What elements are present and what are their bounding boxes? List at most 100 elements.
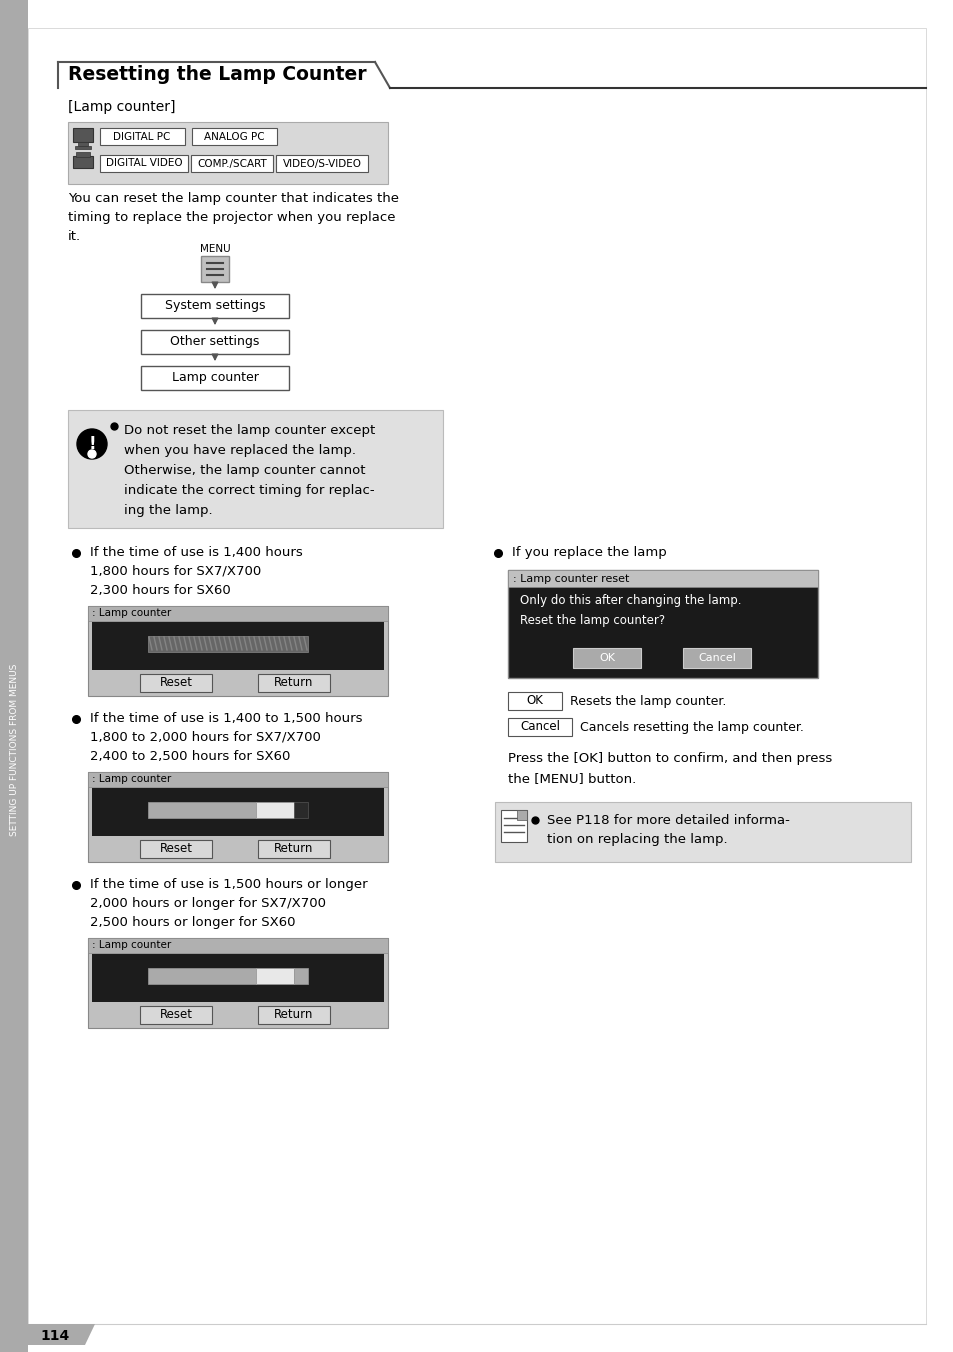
Text: If the time of use is 1,500 hours or longer: If the time of use is 1,500 hours or lon… bbox=[90, 877, 367, 891]
Bar bbox=[91, 622, 384, 671]
Text: Other settings: Other settings bbox=[171, 335, 259, 349]
Text: OK: OK bbox=[598, 653, 615, 662]
Text: OK: OK bbox=[526, 695, 543, 707]
Text: System settings: System settings bbox=[165, 300, 265, 312]
Text: If the time of use is 1,400 to 1,500 hours: If the time of use is 1,400 to 1,500 hou… bbox=[90, 713, 362, 725]
Text: MENU: MENU bbox=[199, 243, 230, 254]
Bar bbox=[255, 802, 294, 818]
Text: Press the [OK] button to confirm, and then press: Press the [OK] button to confirm, and th… bbox=[507, 752, 831, 765]
Text: Return: Return bbox=[274, 1009, 314, 1022]
Bar bbox=[507, 571, 817, 677]
Text: the [MENU] button.: the [MENU] button. bbox=[507, 772, 636, 786]
Text: !: ! bbox=[88, 435, 95, 453]
Text: Return: Return bbox=[274, 676, 314, 690]
Text: : Lamp counter: : Lamp counter bbox=[91, 941, 172, 950]
Bar bbox=[141, 293, 289, 318]
Text: indicate the correct timing for replac-: indicate the correct timing for replac- bbox=[124, 484, 375, 498]
Text: Resetting the Lamp Counter: Resetting the Lamp Counter bbox=[68, 65, 366, 84]
Circle shape bbox=[88, 450, 96, 458]
Bar bbox=[255, 968, 294, 984]
Bar bbox=[91, 955, 384, 1002]
Bar bbox=[682, 648, 750, 668]
Bar bbox=[88, 606, 388, 696]
Text: 1,800 hours for SX7/X700: 1,800 hours for SX7/X700 bbox=[90, 565, 261, 579]
Text: Reset: Reset bbox=[159, 842, 193, 856]
Bar bbox=[201, 256, 229, 283]
Bar bbox=[294, 968, 308, 984]
Bar bbox=[88, 938, 388, 953]
Text: 2,500 hours or longer for SX60: 2,500 hours or longer for SX60 bbox=[90, 917, 295, 929]
Text: Only do this after changing the lamp.: Only do this after changing the lamp. bbox=[519, 594, 740, 607]
Bar bbox=[257, 840, 330, 859]
Text: 2,300 hours for SX60: 2,300 hours for SX60 bbox=[90, 584, 231, 598]
Text: Cancel: Cancel bbox=[698, 653, 735, 662]
Text: [Lamp counter]: [Lamp counter] bbox=[68, 100, 175, 114]
Bar bbox=[141, 366, 289, 389]
Bar bbox=[140, 675, 212, 692]
Bar bbox=[257, 1006, 330, 1023]
Text: See P118 for more detailed informa-: See P118 for more detailed informa- bbox=[546, 814, 789, 827]
Text: COMP./SCART: COMP./SCART bbox=[197, 158, 267, 169]
Text: Lamp counter: Lamp counter bbox=[172, 372, 258, 384]
Bar bbox=[148, 635, 308, 652]
Text: ing the lamp.: ing the lamp. bbox=[124, 504, 213, 516]
Bar bbox=[507, 692, 561, 710]
Bar bbox=[88, 772, 388, 787]
Polygon shape bbox=[28, 1324, 95, 1345]
Bar bbox=[88, 606, 388, 621]
Bar bbox=[140, 1006, 212, 1023]
Text: : Lamp counter reset: : Lamp counter reset bbox=[513, 573, 629, 584]
Text: : Lamp counter: : Lamp counter bbox=[91, 775, 172, 784]
Bar bbox=[88, 772, 388, 863]
Text: VIDEO/S-VIDEO: VIDEO/S-VIDEO bbox=[282, 158, 361, 169]
Text: Reset the lamp counter?: Reset the lamp counter? bbox=[519, 614, 664, 627]
Text: 1,800 to 2,000 hours for SX7/X700: 1,800 to 2,000 hours for SX7/X700 bbox=[90, 731, 320, 744]
Bar bbox=[275, 155, 368, 172]
Bar bbox=[68, 410, 442, 529]
Bar bbox=[507, 571, 817, 587]
Bar bbox=[100, 128, 185, 145]
Text: 2,400 to 2,500 hours for SX60: 2,400 to 2,500 hours for SX60 bbox=[90, 750, 290, 763]
Text: Cancels resetting the lamp counter.: Cancels resetting the lamp counter. bbox=[579, 721, 803, 734]
Bar bbox=[73, 155, 92, 168]
Text: If you replace the lamp: If you replace the lamp bbox=[512, 546, 666, 558]
Text: Reset: Reset bbox=[159, 1009, 193, 1022]
Text: Return: Return bbox=[274, 842, 314, 856]
Text: ANALOG PC: ANALOG PC bbox=[204, 131, 264, 142]
Text: 114: 114 bbox=[40, 1329, 70, 1343]
Bar bbox=[100, 155, 188, 172]
Text: If the time of use is 1,400 hours: If the time of use is 1,400 hours bbox=[90, 546, 302, 558]
Text: Do not reset the lamp counter except: Do not reset the lamp counter except bbox=[124, 425, 375, 437]
Bar bbox=[68, 122, 388, 184]
Bar bbox=[191, 155, 273, 172]
Bar bbox=[192, 128, 276, 145]
Bar bbox=[78, 142, 88, 146]
Bar bbox=[76, 151, 90, 157]
Text: : Lamp counter: : Lamp counter bbox=[91, 608, 172, 618]
Bar bbox=[73, 128, 92, 142]
Bar bbox=[495, 802, 910, 863]
Text: SETTING UP FUNCTIONS FROM MENUS: SETTING UP FUNCTIONS FROM MENUS bbox=[10, 664, 18, 836]
Text: tion on replacing the lamp.: tion on replacing the lamp. bbox=[546, 833, 727, 846]
Text: Cancel: Cancel bbox=[519, 721, 559, 734]
Bar bbox=[257, 675, 330, 692]
Text: You can reset the lamp counter that indicates the
timing to replace the projecto: You can reset the lamp counter that indi… bbox=[68, 192, 398, 243]
Bar bbox=[507, 718, 572, 735]
Bar bbox=[148, 802, 255, 818]
Text: when you have replaced the lamp.: when you have replaced the lamp. bbox=[124, 443, 355, 457]
Text: Reset: Reset bbox=[159, 676, 193, 690]
Text: Otherwise, the lamp counter cannot: Otherwise, the lamp counter cannot bbox=[124, 464, 365, 477]
Circle shape bbox=[77, 429, 107, 458]
Text: Resets the lamp counter.: Resets the lamp counter. bbox=[569, 695, 725, 707]
Bar bbox=[148, 968, 255, 984]
Text: 2,000 hours or longer for SX7/X700: 2,000 hours or longer for SX7/X700 bbox=[90, 896, 326, 910]
Bar bbox=[500, 810, 526, 842]
Bar bbox=[517, 810, 526, 821]
Bar bbox=[573, 648, 640, 668]
Bar bbox=[140, 840, 212, 859]
Text: DIGITAL VIDEO: DIGITAL VIDEO bbox=[106, 158, 182, 169]
Text: DIGITAL PC: DIGITAL PC bbox=[113, 131, 171, 142]
Bar bbox=[75, 146, 91, 149]
Bar bbox=[0, 0, 28, 1352]
Bar bbox=[91, 788, 384, 836]
